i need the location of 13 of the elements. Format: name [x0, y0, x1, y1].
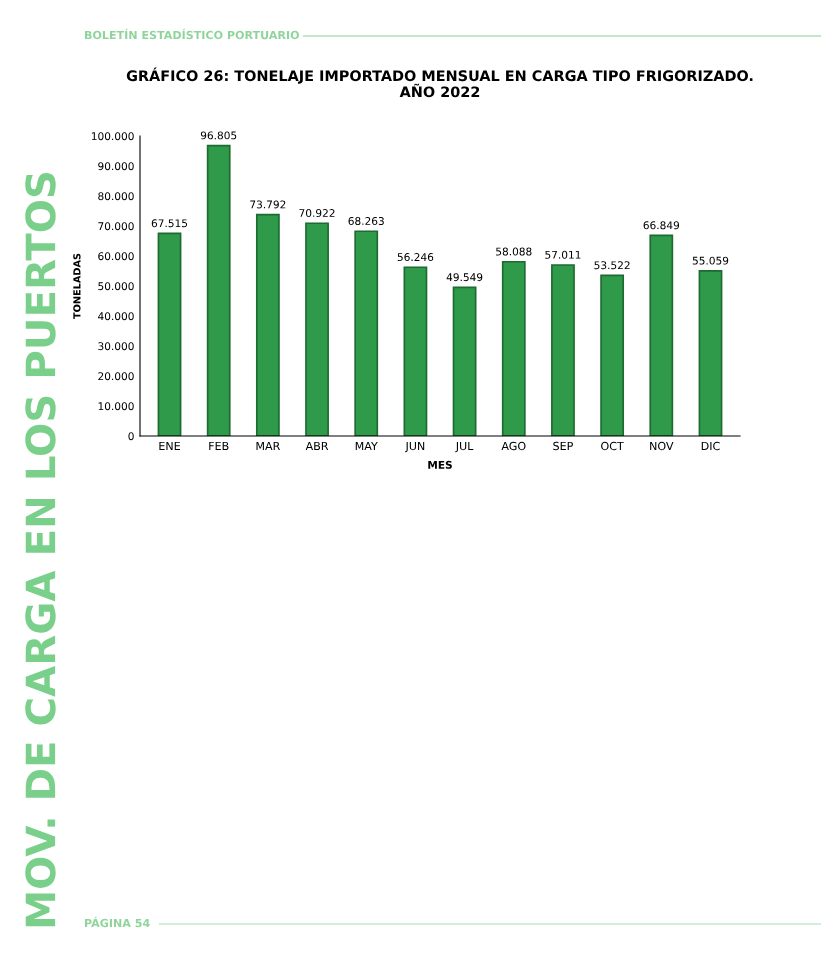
bar — [305, 222, 329, 436]
bar — [551, 264, 575, 436]
bar — [403, 266, 428, 436]
bar — [649, 234, 674, 436]
text: MOV. DE CARGA EN LOS PUERTOS — [25, 172, 56, 927]
bar — [206, 144, 231, 436]
bar — [698, 269, 723, 436]
bar — [600, 274, 625, 436]
bar — [255, 213, 280, 436]
bar — [452, 286, 477, 436]
bar — [501, 260, 526, 436]
bar — [354, 230, 379, 436]
bar — [157, 232, 182, 436]
